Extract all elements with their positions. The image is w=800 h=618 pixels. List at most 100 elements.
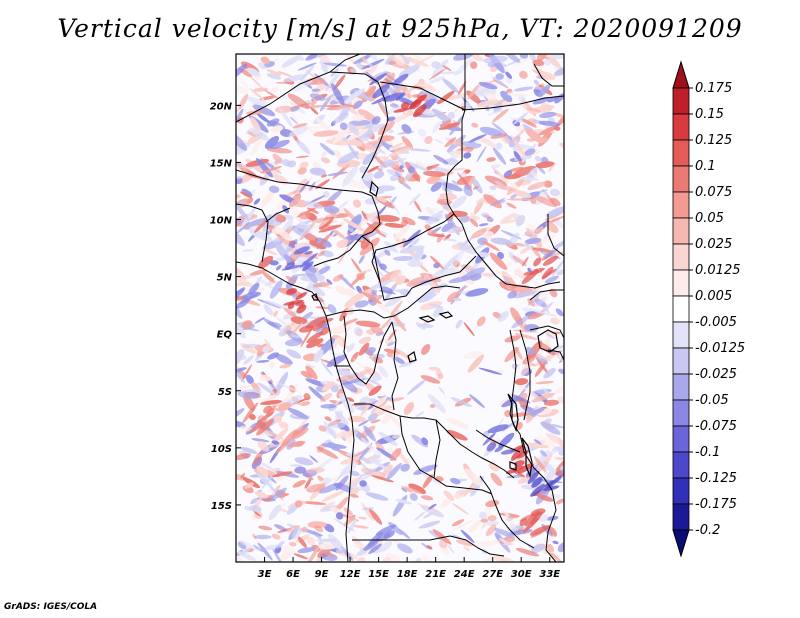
colorbar-swatch bbox=[672, 373, 690, 401]
velocity-patch bbox=[249, 75, 263, 89]
velocity-patch bbox=[312, 282, 332, 288]
velocity-patch bbox=[538, 84, 551, 98]
velocity-patch bbox=[428, 303, 441, 308]
velocity-patch bbox=[387, 413, 404, 431]
velocity-patch bbox=[341, 513, 359, 522]
velocity-patch bbox=[239, 191, 252, 199]
velocity-patch bbox=[275, 265, 282, 271]
velocity-patch bbox=[549, 250, 564, 256]
velocity-patch bbox=[439, 193, 458, 200]
velocity-patch bbox=[479, 126, 503, 137]
velocity-patch bbox=[358, 254, 365, 264]
velocity-patch bbox=[380, 317, 392, 331]
velocity-patch bbox=[373, 356, 384, 364]
velocity-patch bbox=[261, 248, 278, 256]
velocity-patch bbox=[549, 527, 557, 537]
lat-label: 10S bbox=[211, 444, 232, 455]
velocity-patch bbox=[344, 291, 366, 308]
velocity-patch bbox=[350, 68, 356, 75]
velocity-patch bbox=[427, 278, 441, 294]
velocity-patch bbox=[306, 536, 316, 546]
velocity-patch bbox=[398, 360, 417, 368]
velocity-patch bbox=[325, 71, 341, 92]
velocity-patch bbox=[469, 61, 478, 69]
colorbar-label: -0.2 bbox=[695, 523, 720, 538]
velocity-patch bbox=[330, 384, 339, 393]
velocity-patch bbox=[478, 223, 489, 227]
velocity-patch bbox=[478, 81, 498, 90]
velocity-patch bbox=[504, 275, 510, 284]
velocity-patch bbox=[413, 199, 422, 213]
velocity-patch bbox=[417, 291, 437, 303]
velocity-patch bbox=[514, 378, 529, 386]
velocity-patch bbox=[548, 57, 559, 66]
velocity-patch bbox=[511, 314, 531, 329]
velocity-patch bbox=[486, 216, 494, 223]
velocity-patch bbox=[297, 56, 305, 61]
velocity-patch bbox=[350, 487, 360, 495]
velocity-patch-strong bbox=[301, 261, 314, 272]
velocity-patch bbox=[320, 157, 331, 164]
velocity-patch bbox=[344, 318, 357, 326]
velocity-patch bbox=[379, 156, 390, 160]
velocity-patch bbox=[338, 200, 349, 209]
velocity-patch bbox=[437, 90, 455, 105]
velocity-patch bbox=[451, 519, 465, 527]
velocity-patch-strong bbox=[255, 412, 273, 426]
velocity-patch bbox=[397, 131, 415, 135]
lon-label: 15E bbox=[368, 569, 389, 580]
velocity-patch bbox=[476, 135, 500, 150]
velocity-patch bbox=[305, 54, 318, 61]
velocity-patch bbox=[302, 232, 319, 243]
velocity-patch bbox=[271, 533, 281, 540]
velocity-patch bbox=[438, 386, 446, 395]
velocity-patch bbox=[339, 456, 362, 465]
colorbar-swatch bbox=[672, 217, 690, 245]
velocity-patch bbox=[264, 281, 279, 286]
velocity-patch bbox=[395, 499, 413, 505]
velocity-patch-strong bbox=[287, 302, 295, 310]
velocity-patch bbox=[350, 351, 359, 363]
velocity-patch bbox=[361, 375, 382, 387]
velocity-patch bbox=[309, 284, 326, 297]
velocity-patch-strong bbox=[529, 269, 543, 276]
velocity-patch bbox=[379, 541, 393, 552]
velocity-patch bbox=[254, 219, 268, 233]
velocity-patch bbox=[399, 245, 425, 254]
velocity-patch bbox=[249, 116, 261, 132]
velocity-patch-strong bbox=[239, 293, 259, 304]
velocity-patch bbox=[271, 227, 284, 235]
velocity-patch bbox=[323, 62, 348, 67]
velocity-patch bbox=[535, 453, 553, 474]
velocity-patch bbox=[546, 543, 554, 553]
velocity-patch bbox=[523, 228, 539, 237]
velocity-patch bbox=[545, 469, 557, 480]
velocity-patch bbox=[476, 316, 486, 327]
velocity-patch bbox=[297, 167, 307, 175]
velocity-patch bbox=[422, 474, 434, 489]
velocity-patch bbox=[274, 524, 287, 531]
velocity-patch bbox=[417, 91, 423, 96]
velocity-patch bbox=[456, 229, 464, 233]
velocity-patch bbox=[301, 526, 308, 533]
velocity-patch-strong bbox=[281, 429, 298, 447]
velocity-patch bbox=[249, 269, 267, 276]
velocity-patch bbox=[367, 165, 380, 173]
longitude-axis: 3E 6E 9E 12E 15E 18E 21E 24E 27E 30E 33E bbox=[258, 557, 560, 580]
velocity-patch bbox=[236, 365, 246, 384]
velocity-patch bbox=[418, 520, 441, 529]
velocity-patch bbox=[308, 386, 326, 402]
velocity-patch bbox=[467, 84, 480, 100]
velocity-patch bbox=[524, 442, 549, 449]
velocity-patch-strong bbox=[513, 460, 525, 467]
velocity-patch bbox=[468, 134, 487, 143]
velocity-patch bbox=[340, 461, 358, 476]
velocity-patch bbox=[455, 539, 475, 547]
velocity-patch bbox=[406, 161, 429, 172]
velocity-patch bbox=[476, 100, 495, 108]
velocity-patch bbox=[258, 255, 274, 269]
velocity-patch bbox=[505, 71, 512, 79]
velocity-patch bbox=[465, 288, 489, 297]
velocity-patch bbox=[290, 112, 301, 124]
velocity-patch bbox=[361, 210, 369, 222]
